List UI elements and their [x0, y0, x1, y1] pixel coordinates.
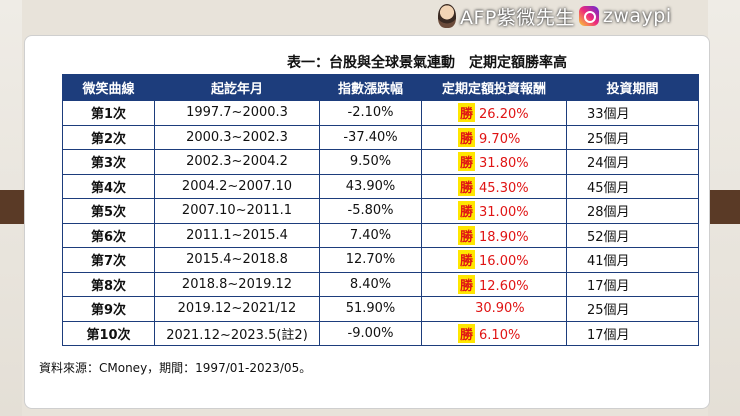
- index-change-cell: 9.50%: [319, 149, 422, 175]
- return-cell: 勝 16.00%: [421, 247, 567, 273]
- return-cell: 勝 12.60%: [421, 271, 567, 297]
- period-cell: 2011.1~2015.4: [154, 222, 320, 248]
- header-cell: 起訖年月: [154, 74, 320, 101]
- return-cell: 勝 9.70%: [421, 124, 567, 150]
- index-change-cell: -2.10%: [319, 100, 422, 126]
- period-cell: 2015.4~2018.8: [154, 247, 320, 273]
- period-cell: 2007.10~2011.1: [154, 198, 320, 224]
- return-value: 45.30%: [479, 180, 529, 196]
- table-row: 第5次 2007.10~2011.1 -5.80% 勝 31.00% 28個月: [62, 198, 699, 224]
- index-change-cell: 12.70%: [319, 247, 422, 273]
- table-row: 第4次 2004.2~2007.10 43.90% 勝 45.30% 45個月: [62, 173, 699, 199]
- table-row: 第7次 2015.4~2018.8 12.70% 勝 16.00% 41個月: [62, 247, 699, 273]
- avatar-icon: [438, 4, 456, 28]
- header-cell: 指數漲跌幅: [319, 74, 422, 101]
- duration-cell: 25個月: [566, 124, 699, 150]
- return-value: 9.70%: [479, 131, 521, 147]
- return-cell: 30.90%: [421, 296, 567, 322]
- round-cell: 第10次: [62, 320, 155, 346]
- duration-cell: 33個月: [566, 100, 699, 126]
- index-change-cell: -37.40%: [319, 124, 422, 150]
- table-row: 第6次 2011.1~2015.4 7.40% 勝 18.90% 52個月: [62, 222, 699, 248]
- win-badge: [458, 301, 471, 316]
- win-badge: 勝: [458, 127, 476, 147]
- return-cell: 勝 18.90%: [421, 222, 567, 248]
- period-cell: 2019.12~2021/12: [154, 296, 320, 322]
- table-row: 第9次 2019.12~2021/12 51.90% 30.90% 25個月: [62, 296, 699, 322]
- channel-watermark: AFP紫微先生 zwaypi: [438, 2, 672, 30]
- wood-shelf-left: [0, 190, 24, 224]
- return-cell: 勝 31.00%: [421, 198, 567, 224]
- win-badge: 勝: [458, 152, 476, 172]
- return-cell: 勝 31.80%: [421, 149, 567, 175]
- period-cell: 2004.2~2007.10: [154, 173, 320, 199]
- return-value: 16.00%: [479, 254, 529, 270]
- return-cell: 勝 26.20%: [421, 100, 567, 126]
- return-value: 31.00%: [479, 205, 529, 221]
- win-badge: 勝: [458, 176, 476, 196]
- return-cell: 勝 45.30%: [421, 173, 567, 199]
- index-change-cell: -5.80%: [319, 198, 422, 224]
- document-card: 表一：台股與全球景氣連動 定期定額勝率高 微笑曲線 起訖年月 指數漲跌幅 定期定…: [24, 35, 710, 409]
- duration-cell: 28個月: [566, 198, 699, 224]
- period-cell: 1997.7~2000.3: [154, 100, 320, 126]
- table-header-row: 微笑曲線 起訖年月 指數漲跌幅 定期定額投資報酬 投資期間: [62, 74, 699, 101]
- instagram-icon: [578, 6, 599, 26]
- wood-shelf-right: [708, 190, 740, 224]
- table-row: 第2次 2000.3~2002.3 -37.40% 勝 9.70% 25個月: [62, 124, 699, 150]
- win-badge: 勝: [458, 225, 476, 245]
- round-cell: 第3次: [62, 149, 155, 175]
- period-cell: 2000.3~2002.3: [154, 124, 320, 150]
- index-change-cell: 8.40%: [319, 271, 422, 297]
- return-cell: 勝 6.10%: [421, 320, 567, 346]
- header-cell: 定期定額投資報酬: [421, 74, 567, 101]
- table-row: 第8次 2018.8~2019.12 8.40% 勝 12.60% 17個月: [62, 271, 699, 297]
- return-value: 18.90%: [479, 229, 529, 245]
- win-badge: 勝: [458, 323, 476, 343]
- period-cell: 2018.8~2019.12: [154, 271, 320, 297]
- return-value: 30.90%: [475, 301, 525, 317]
- duration-cell: 41個月: [566, 247, 699, 273]
- returns-table: 微笑曲線 起訖年月 指數漲跌幅 定期定額投資報酬 投資期間 第1次 1997.7~…: [62, 74, 699, 346]
- watermark-text: AFP紫微先生: [460, 6, 575, 29]
- header-cell: 投資期間: [566, 74, 699, 101]
- period-cell: 2002.3~2004.2: [154, 149, 320, 175]
- win-badge: 勝: [458, 274, 476, 294]
- header-cell: 微笑曲線: [62, 74, 155, 101]
- return-value: 26.20%: [479, 107, 529, 123]
- round-cell: 第7次: [62, 247, 155, 273]
- index-change-cell: 43.90%: [319, 173, 422, 199]
- duration-cell: 52個月: [566, 222, 699, 248]
- round-cell: 第4次: [62, 173, 155, 199]
- win-badge: 勝: [458, 250, 476, 270]
- index-change-cell: 51.90%: [319, 296, 422, 322]
- index-change-cell: 7.40%: [319, 222, 422, 248]
- return-value: 6.10%: [479, 327, 521, 343]
- round-cell: 第9次: [62, 296, 155, 322]
- table-row: 第3次 2002.3~2004.2 9.50% 勝 31.80% 24個月: [62, 149, 699, 175]
- table-caption: 表一：台股與全球景氣連動 定期定額勝率高: [287, 55, 567, 71]
- round-cell: 第2次: [62, 124, 155, 150]
- duration-cell: 17個月: [566, 271, 699, 297]
- round-cell: 第8次: [62, 271, 155, 297]
- round-cell: 第1次: [62, 100, 155, 126]
- watermark-handle: zwaypi: [602, 5, 672, 27]
- period-cell: 2021.12~2023.5(註2): [154, 320, 320, 346]
- index-change-cell: -9.00%: [319, 320, 422, 346]
- round-cell: 第5次: [62, 198, 155, 224]
- source-note: 資料來源：CMoney，期間：1997/01-2023/05。: [39, 361, 312, 375]
- duration-cell: 17個月: [566, 320, 699, 346]
- table-row: 第10次 2021.12~2023.5(註2) -9.00% 勝 6.10% 17個月: [62, 320, 699, 346]
- win-badge: 勝: [458, 201, 476, 221]
- return-value: 31.80%: [479, 156, 529, 172]
- duration-cell: 25個月: [566, 296, 699, 322]
- win-badge: 勝: [458, 103, 476, 123]
- duration-cell: 45個月: [566, 173, 699, 199]
- table-row: 第1次 1997.7~2000.3 -2.10% 勝 26.20% 33個月: [62, 100, 699, 126]
- return-value: 12.60%: [479, 278, 529, 294]
- duration-cell: 24個月: [566, 149, 699, 175]
- round-cell: 第6次: [62, 222, 155, 248]
